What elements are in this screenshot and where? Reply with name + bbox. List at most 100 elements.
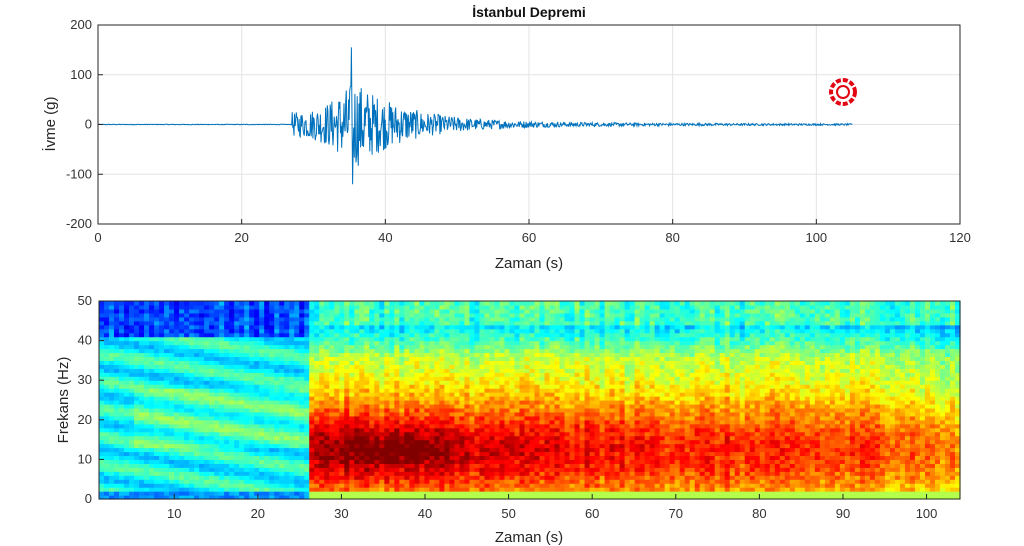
- spectrogram-cell: [384, 320, 390, 326]
- spectrogram-cell: [164, 439, 170, 445]
- spectrogram-cell: [544, 491, 551, 496]
- spectrogram-cell: [534, 324, 541, 330]
- spectrogram-cell: [454, 301, 461, 306]
- spectrogram-cell: [319, 419, 325, 425]
- spectrogram-cell: [584, 467, 591, 472]
- spectrogram-cell: [449, 459, 456, 464]
- spectrogram-cell: [419, 431, 425, 437]
- spectrogram-cell: [524, 400, 531, 405]
- spectrogram-cell: [274, 431, 280, 437]
- spectrogram-cell: [114, 376, 120, 381]
- spectrogram-cell: [324, 344, 330, 350]
- spectrogram-cell: [179, 423, 185, 429]
- spectrogram-cell: [219, 400, 225, 405]
- spectrogram-cell: [514, 407, 521, 413]
- spectrogram-cell: [309, 396, 315, 401]
- spectrogram-cell: [139, 332, 145, 338]
- spectrogram-cell: [144, 427, 150, 433]
- spectrogram-cell: [384, 423, 390, 429]
- spectrogram-cell: [284, 411, 290, 417]
- spectrogram-cell: [539, 344, 546, 350]
- spectrogram-cell: [444, 423, 451, 429]
- spectrogram-cell: [549, 400, 556, 405]
- spectrogram-cell: [519, 332, 526, 338]
- spectrogram-cell: [194, 372, 200, 377]
- spectrogram-cell: [379, 301, 385, 306]
- spectrogram-cell: [564, 491, 571, 496]
- spectrogram-cell: [404, 384, 410, 389]
- spectrogram-cell: [434, 312, 440, 318]
- spectrogram-cell: [269, 415, 275, 421]
- spectrogram-cell: [299, 491, 305, 496]
- spectrogram-cell: [424, 400, 430, 405]
- spectrogram-cell: [299, 356, 305, 361]
- spectrogram-cell: [164, 336, 170, 342]
- spectrogram-cell: [399, 407, 405, 413]
- spectrogram-cell: [209, 324, 215, 330]
- spectrogram-cell: [239, 419, 245, 425]
- spectrogram-cell: [154, 396, 160, 401]
- spectrogram-cell: [489, 348, 496, 354]
- spectrogram-cell: [289, 467, 295, 472]
- spectrogram-cell: [544, 431, 551, 437]
- spectrogram-cell: [514, 320, 521, 326]
- spectrogram-cell: [489, 435, 496, 441]
- spectrogram-cell: [554, 356, 561, 361]
- spectrogram-cell: [164, 312, 170, 318]
- spectrogram-cell: [314, 360, 320, 365]
- spectrogram-cell: [259, 427, 265, 433]
- spectrogram-cell: [559, 316, 566, 322]
- spectrogram-cell: [349, 403, 355, 409]
- spectrogram-cell: [314, 407, 320, 413]
- spectrogram-cell: [559, 455, 566, 460]
- spectrogram-cell: [139, 304, 145, 310]
- spectrogram-cell: [179, 415, 185, 421]
- spectrogram-cell: [484, 372, 491, 377]
- spectrogram-cell: [169, 479, 175, 484]
- spectrogram-cell: [394, 344, 400, 350]
- spectrogram-cell: [499, 487, 506, 492]
- spectrogram-cell: [149, 324, 155, 330]
- spectrogram-cell: [509, 459, 516, 464]
- spectrogram-cell: [234, 372, 240, 377]
- spectrogram-cell: [209, 372, 215, 377]
- spectrogram-cell: [334, 392, 340, 397]
- spectrogram-cell: [374, 396, 380, 401]
- spectrogram-cell: [499, 392, 506, 397]
- spectrogram-cell: [564, 324, 571, 330]
- spectrogram-cell: [384, 332, 390, 338]
- spectrogram-cell: [209, 368, 215, 373]
- spectrogram-cell: [524, 348, 531, 354]
- spectrogram-cell: [444, 443, 451, 449]
- spectrogram-cell: [314, 336, 320, 342]
- spectrogram-cell: [504, 463, 511, 468]
- spectrogram-cell: [539, 447, 546, 453]
- spectrogram-cell: [454, 380, 461, 385]
- spectrogram-cell: [394, 308, 400, 314]
- spectrogram-cell: [559, 340, 566, 346]
- spectrogram-cell: [514, 415, 521, 421]
- spectrogram-cell: [474, 396, 481, 401]
- spectrogram-cell: [299, 479, 305, 484]
- spectrogram-cell: [569, 487, 576, 492]
- spectrogram-cell: [544, 423, 551, 429]
- spectrogram-cell: [544, 301, 551, 306]
- spectrogram-cell: [499, 451, 506, 457]
- spectrogram-cell: [254, 491, 260, 496]
- spectrogram-cell: [364, 352, 370, 358]
- spectrogram-cell: [534, 388, 541, 393]
- spectrogram-cell: [464, 364, 471, 369]
- spectrogram-cell: [204, 344, 210, 350]
- spectrogram-cell: [474, 336, 481, 342]
- spectrogram-cell: [229, 483, 235, 488]
- spectrogram-cell: [559, 388, 566, 393]
- spectrogram-cell: [344, 352, 350, 358]
- spectrogram-cell: [584, 400, 591, 405]
- spectrogram-cell: [234, 439, 240, 445]
- spectrogram-cell: [99, 380, 105, 385]
- spectrogram-cell: [464, 475, 471, 480]
- spectrogram-cell: [494, 384, 501, 389]
- spectrogram-cell: [399, 324, 405, 330]
- spectrogram-cell: [279, 491, 285, 496]
- spectrogram-cell: [324, 479, 330, 484]
